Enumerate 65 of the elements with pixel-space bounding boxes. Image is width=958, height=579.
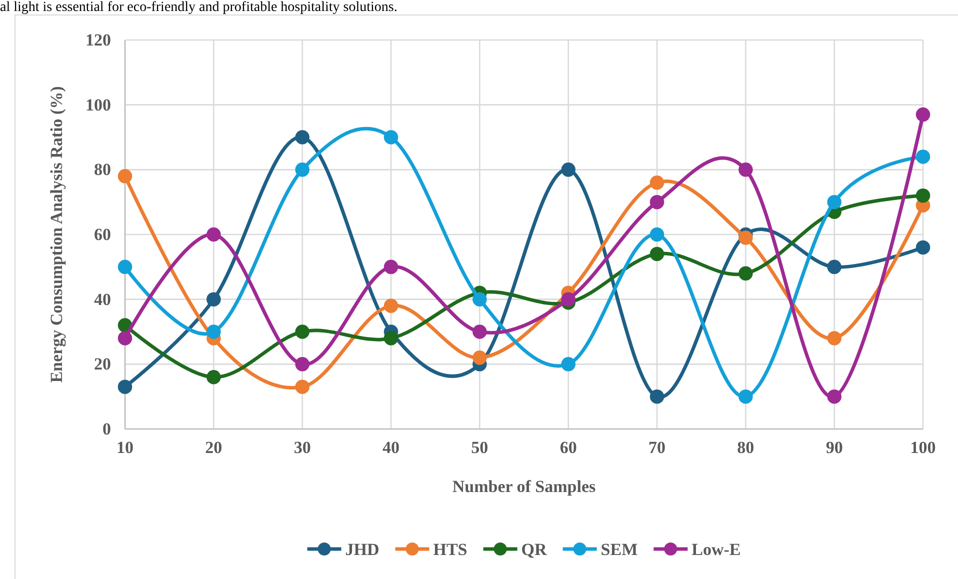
point xyxy=(295,162,310,177)
point xyxy=(118,380,132,394)
x-tick-label: 100 xyxy=(910,438,936,458)
point xyxy=(738,389,753,404)
y-tick-label: 120 xyxy=(86,30,111,50)
point xyxy=(827,389,842,404)
point xyxy=(118,169,132,184)
point xyxy=(650,389,664,404)
y-tick-label: 40 xyxy=(94,290,111,309)
x-tick-label: 80 xyxy=(737,438,754,458)
legend-label: JHD xyxy=(345,540,380,559)
x-tick-label: 20 xyxy=(205,438,222,458)
x-tick-label: 50 xyxy=(471,438,488,458)
point xyxy=(650,176,664,190)
point xyxy=(916,188,930,203)
point xyxy=(472,292,487,306)
point xyxy=(650,246,664,262)
x-axis-title: Number of Samples xyxy=(452,477,596,496)
point xyxy=(827,194,842,210)
point xyxy=(295,380,310,394)
point xyxy=(384,130,398,144)
point xyxy=(650,194,664,210)
y-axis-title: Energy Consumption Analysis Ratio (%) xyxy=(47,86,66,383)
y-tick-label: 80 xyxy=(94,160,111,180)
x-tick-label: 60 xyxy=(560,438,577,458)
legend-label: HTS xyxy=(433,540,468,559)
x-tick-label: 40 xyxy=(382,438,400,458)
point xyxy=(561,292,576,306)
point xyxy=(384,298,398,313)
x-tick-label: 10 xyxy=(116,438,134,458)
point xyxy=(384,260,398,274)
point xyxy=(472,324,487,339)
point xyxy=(738,230,753,245)
x-tick-label: 70 xyxy=(648,438,666,458)
point xyxy=(206,370,221,384)
point xyxy=(827,260,842,274)
text: al light is essential for eco-friendly and profitable hospitality solutions. xyxy=(0,0,398,15)
legend-label: Low-E xyxy=(692,540,741,559)
y-tick-label: 60 xyxy=(94,224,111,244)
point xyxy=(738,162,753,177)
point xyxy=(206,227,221,242)
point xyxy=(916,150,930,164)
point xyxy=(561,162,576,177)
point xyxy=(738,266,753,281)
y-tick-label: 0 xyxy=(102,419,111,438)
point xyxy=(295,357,310,372)
y-tick-label: 100 xyxy=(86,95,111,114)
point xyxy=(650,227,664,242)
point xyxy=(472,350,487,365)
point xyxy=(916,240,930,255)
point xyxy=(295,324,310,339)
x-tick-label: 30 xyxy=(294,438,311,458)
legend-label: QR xyxy=(521,540,548,559)
legend-label: SEM xyxy=(600,540,638,559)
point xyxy=(384,331,398,346)
point xyxy=(295,130,310,144)
point xyxy=(206,292,221,306)
point xyxy=(118,260,132,274)
point xyxy=(561,357,576,372)
point xyxy=(206,324,221,339)
y-tick-label: 20 xyxy=(94,354,111,374)
point xyxy=(827,331,842,346)
point xyxy=(916,107,930,122)
x-tick-label: 90 xyxy=(826,438,843,458)
point xyxy=(118,331,132,346)
